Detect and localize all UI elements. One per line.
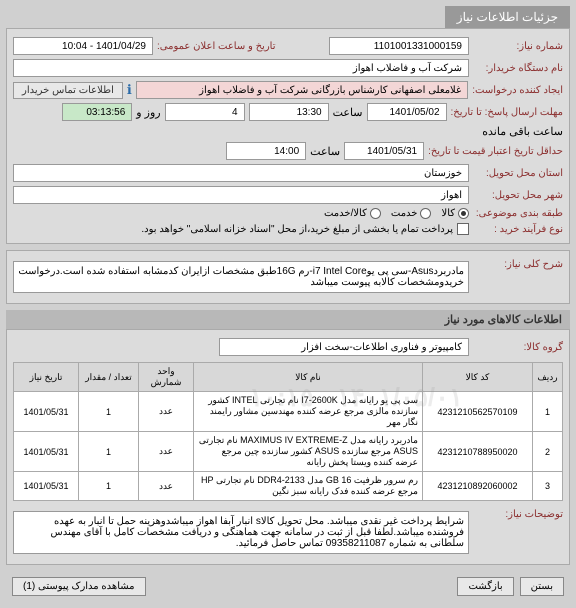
buy-process-note: پرداخت تمام یا بخشی از مبلغ خرید،از محل … — [141, 224, 453, 235]
table-row: 34231210892060002رم سرور ظرفیت GB 16 مدل… — [14, 472, 563, 501]
deadline-date: 1401/05/02 — [367, 103, 447, 121]
tab-header: جزئیات اطلاعات نیاز — [445, 6, 570, 28]
col-4: تعداد / مقدار — [79, 363, 139, 392]
table-cell: 1 — [79, 432, 139, 472]
validity-date: 1401/05/31 — [344, 142, 424, 160]
table-cell: 1 — [79, 472, 139, 501]
announce-date-label: تاریخ و ساعت اعلان عمومی: — [157, 41, 276, 52]
table-cell: 3 — [533, 472, 563, 501]
category-label: طبقه بندی موضوعی: — [473, 208, 563, 219]
table-cell: 1 — [533, 392, 563, 432]
table-cell: 4231210788950020 — [423, 432, 533, 472]
buyer-org-label: نام دستگاه خریدار: — [473, 63, 563, 74]
province-label: استان محل تحویل: — [473, 168, 563, 179]
hour-label: ساعت — [333, 106, 363, 119]
table-cell: 1 — [79, 392, 139, 432]
goods-table: ردیف کد کالا نام کالا واحد شمارش تعداد /… — [13, 362, 563, 501]
footer-bar: بستن بازگشت مشاهده مدارک پیوستی (1) — [6, 571, 570, 602]
deadline-remain: 03:13:56 — [62, 103, 132, 121]
group-value: کامپیوتر و فناوری اطلاعات-سخت افزار — [219, 338, 469, 356]
province-value: خوزستان — [13, 164, 469, 182]
notes-text: شرایط پرداخت غیر نقدی میباشد. محل تحویل … — [13, 511, 469, 554]
deadline-days: 4 — [165, 103, 245, 121]
category-option-1[interactable]: خدمت — [391, 208, 432, 219]
need-desc-label: شرح کلی نیاز: — [473, 259, 563, 270]
requester-label: ایجاد کننده درخواست: — [472, 85, 563, 96]
buy-process-label: نوع فرآیند خرید : — [473, 224, 563, 235]
need-no-value: 1101001331000159 — [329, 37, 469, 55]
table-cell: 4231210562570109 — [423, 392, 533, 432]
table-cell: 4231210892060002 — [423, 472, 533, 501]
validity-hour-label: ساعت — [310, 145, 340, 158]
back-button[interactable]: بازگشت — [457, 577, 513, 596]
col-2: نام کالا — [194, 363, 423, 392]
table-cell: عدد — [139, 392, 194, 432]
category-option-0[interactable]: کالا — [441, 208, 469, 219]
city-value: اهواز — [13, 186, 469, 204]
need-no-label: شماره نیاز: — [473, 41, 563, 52]
table-cell: رم سرور ظرفیت GB 16 مدل DDR4-2133 نام تج… — [194, 472, 423, 501]
table-cell: مادربرد رایانه مدل MAXIMUS IV EXTREME-Z … — [194, 432, 423, 472]
requester-value: غلامعلی اصفهانی کارشناس بازرگانی شرکت آب… — [136, 81, 468, 99]
group-label: گروه کالا: — [473, 342, 563, 353]
announce-date-value: 1401/04/29 - 10:04 — [13, 37, 153, 55]
deadline-hour: 13:30 — [249, 103, 329, 121]
table-row: 24231210788950020مادربرد رایانه مدل MAXI… — [14, 432, 563, 472]
category-radio-group: کالا خدمت کالا/خدمت — [324, 208, 469, 219]
category-option-2[interactable]: کالا/خدمت — [324, 208, 381, 219]
deadline-label: مهلت ارسال پاسخ: تا تاریخ: — [451, 107, 563, 118]
buyer-contact-button[interactable]: اطلاعات تماس خریدار — [13, 82, 123, 99]
table-cell: عدد — [139, 432, 194, 472]
table-header-row: ردیف کد کالا نام کالا واحد شمارش تعداد /… — [14, 363, 563, 392]
table-cell: عدد — [139, 472, 194, 501]
col-1: کد کالا — [423, 363, 533, 392]
details-panel: شماره نیاز: 1101001331000159 تاریخ و ساع… — [6, 28, 570, 244]
info-icon: ℹ — [127, 82, 132, 98]
col-0: ردیف — [533, 363, 563, 392]
validity-hour: 14:00 — [226, 142, 306, 160]
table-cell: سی پی یو رایانه مدل I7-2600K نام تجارتی … — [194, 392, 423, 432]
table-cell: 2 — [533, 432, 563, 472]
close-button[interactable]: بستن — [520, 577, 564, 596]
table-cell: 1401/05/31 — [14, 472, 79, 501]
goods-section-title: اطلاعات کالاهای مورد نیاز — [6, 310, 570, 329]
col-5: تاریخ نیاز — [14, 363, 79, 392]
col-3: واحد شمارش — [139, 363, 194, 392]
remain-label: ساعت باقی مانده — [482, 125, 563, 138]
notes-label: توضیحات نیاز: — [473, 509, 563, 520]
need-desc-text: مادربردAsus-سی پی یوi7 Intel Core-رم 16G… — [13, 261, 469, 293]
table-cell: 1401/05/31 — [14, 432, 79, 472]
validity-label: حداقل تاریخ اعتبار قیمت تا تاریخ: — [428, 146, 563, 157]
buy-process-checkbox[interactable] — [457, 223, 469, 235]
table-cell: 1401/05/31 — [14, 392, 79, 432]
table-row: 14231210562570109سی پی یو رایانه مدل I7-… — [14, 392, 563, 432]
buyer-org-value: شرکت آب و فاضلاب اهواز — [13, 59, 469, 77]
city-label: شهر محل تحویل: — [473, 190, 563, 201]
days-label: روز و — [136, 106, 160, 119]
attachments-button[interactable]: مشاهده مدارک پیوستی (1) — [12, 577, 146, 596]
